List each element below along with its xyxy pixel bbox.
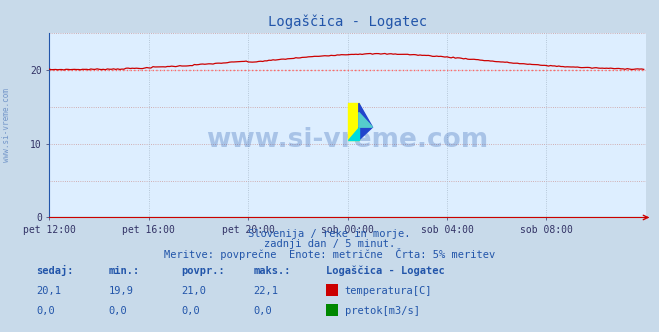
Text: 22,1: 22,1 (254, 286, 279, 296)
Text: Meritve: povprečne  Enote: metrične  Črta: 5% meritev: Meritve: povprečne Enote: metrične Črta:… (164, 248, 495, 260)
Text: Slovenija / reke in morje.: Slovenija / reke in morje. (248, 229, 411, 239)
Text: 0,0: 0,0 (109, 306, 127, 316)
Text: maks.:: maks.: (254, 266, 291, 276)
Text: zadnji dan / 5 minut.: zadnji dan / 5 minut. (264, 239, 395, 249)
Text: 19,9: 19,9 (109, 286, 134, 296)
Title: Logaščica - Logatec: Logaščica - Logatec (268, 15, 427, 29)
Text: pretok[m3/s]: pretok[m3/s] (345, 306, 420, 316)
Text: min.:: min.: (109, 266, 140, 276)
Text: 0,0: 0,0 (36, 306, 55, 316)
Text: temperatura[C]: temperatura[C] (345, 286, 432, 296)
Text: 20,1: 20,1 (36, 286, 61, 296)
Text: 21,0: 21,0 (181, 286, 206, 296)
Text: www.si-vreme.com: www.si-vreme.com (2, 88, 11, 162)
Text: 0,0: 0,0 (254, 306, 272, 316)
Polygon shape (348, 103, 358, 140)
Text: Logaščica - Logatec: Logaščica - Logatec (326, 265, 445, 276)
Text: www.si-vreme.com: www.si-vreme.com (206, 127, 489, 153)
Text: povpr.:: povpr.: (181, 266, 225, 276)
Polygon shape (348, 127, 358, 140)
Polygon shape (358, 103, 372, 140)
Polygon shape (358, 113, 372, 127)
Text: 0,0: 0,0 (181, 306, 200, 316)
Text: sedaj:: sedaj: (36, 265, 74, 276)
